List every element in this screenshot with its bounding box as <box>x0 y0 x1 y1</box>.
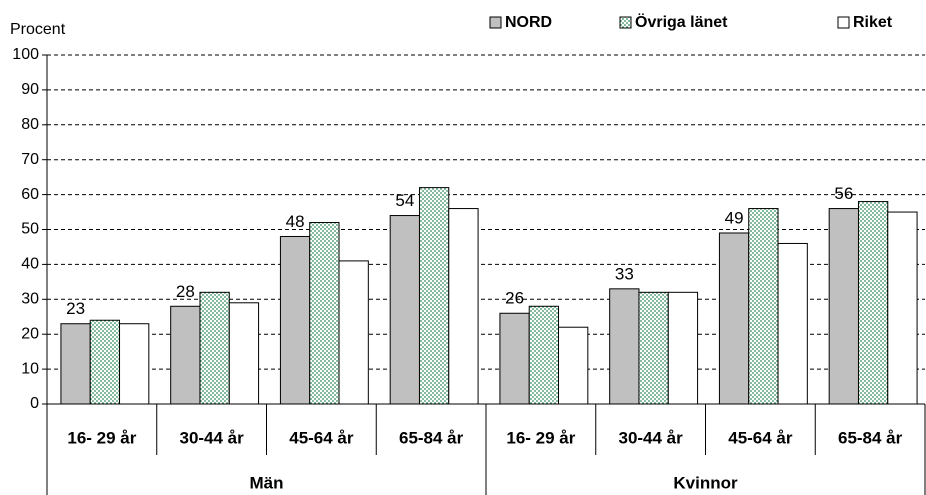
y-axis-label: Procent <box>10 21 66 38</box>
y-tick-label: 30 <box>21 291 39 308</box>
bar <box>638 291 669 405</box>
data-label: 56 <box>834 184 853 203</box>
legend-label: NORD <box>505 14 552 31</box>
bar <box>857 201 889 405</box>
bar <box>748 208 779 405</box>
x-tick-label: 30-44 år <box>179 428 244 447</box>
x-tick-label: 65-84 år <box>838 428 903 447</box>
y-tick-label: 0 <box>30 395 39 412</box>
bar <box>338 260 369 405</box>
x-tick-label: 45-64 år <box>728 428 793 447</box>
bar <box>667 291 699 405</box>
y-tick-label: 70 <box>21 151 39 168</box>
bar <box>558 326 589 405</box>
data-label: 54 <box>395 191 414 210</box>
legend-swatch <box>489 16 502 29</box>
data-label: 28 <box>176 282 195 301</box>
bar <box>499 312 530 405</box>
data-label: 33 <box>615 264 634 283</box>
bar <box>448 208 479 405</box>
bar <box>418 187 450 405</box>
legend-label: Riket <box>853 14 893 31</box>
bar <box>279 235 311 405</box>
group-label: Män <box>250 473 284 492</box>
bar <box>89 319 121 405</box>
bar <box>718 232 750 405</box>
bar <box>119 323 150 405</box>
y-tick-label: 10 <box>21 360 39 377</box>
bar <box>828 208 859 405</box>
bar <box>609 288 640 405</box>
bar <box>389 215 420 405</box>
x-tick-label: 45-64 år <box>289 428 354 447</box>
y-tick-label: 20 <box>21 325 39 342</box>
x-tick-label: 16- 29 år <box>506 428 575 447</box>
legend-swatch <box>619 16 632 29</box>
y-tick-label: 50 <box>21 221 39 238</box>
x-tick-label: 65-84 år <box>399 428 464 447</box>
x-tick-label: 16- 29 år <box>67 428 136 447</box>
bar <box>60 323 91 405</box>
group-label: Kvinnor <box>673 473 738 492</box>
data-label: 48 <box>286 212 305 231</box>
bar <box>777 242 808 405</box>
bar <box>228 302 260 405</box>
legend-label: Övriga länet <box>635 12 728 31</box>
bar <box>887 211 918 405</box>
bar <box>170 305 201 405</box>
data-label: 26 <box>505 289 524 308</box>
bar <box>309 222 340 405</box>
y-tick-label: 90 <box>21 81 39 98</box>
y-tick-label: 40 <box>21 256 39 273</box>
x-tick-label: 30-44 år <box>618 428 683 447</box>
data-label: 49 <box>725 208 744 227</box>
y-tick-label: 60 <box>21 186 39 203</box>
legend-swatch <box>837 16 850 29</box>
y-tick-label: 100 <box>12 46 39 63</box>
bar <box>199 291 230 405</box>
data-label: 23 <box>66 299 85 318</box>
bar <box>528 305 560 405</box>
y-tick-label: 80 <box>21 116 39 133</box>
